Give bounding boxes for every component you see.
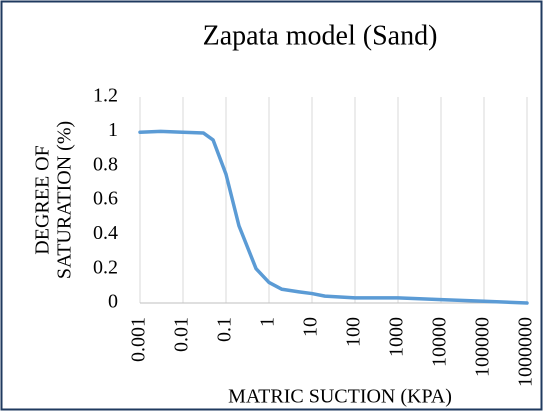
data-line	[138, 129, 529, 305]
y-tick-label: 0.4	[93, 222, 118, 244]
chart-title: Zapata model (Sand)	[203, 20, 438, 51]
x-tick-label: 1	[257, 317, 279, 327]
x-axis-label: MATRIC SUCTION (KPA)	[228, 386, 452, 408]
y-axis-label: SATURATION (%)	[54, 121, 76, 279]
y-tick-label: 0.6	[93, 188, 118, 210]
y-tick-label: 1	[108, 119, 118, 141]
x-tick-label: 100	[343, 317, 365, 347]
chart-frame	[0, 0, 543, 411]
x-tick-label: 1000000	[515, 317, 537, 387]
y-axis-label: DEGREE OF	[32, 145, 54, 254]
x-tick-label: 0.001	[128, 317, 150, 362]
y-tick-label: 0	[108, 291, 118, 313]
x-tick-label: 10	[300, 317, 322, 337]
y-tick-label: 0.8	[93, 153, 118, 175]
x-tick-label: 0.1	[214, 317, 236, 342]
x-tick-label: 1000	[386, 317, 408, 357]
y-tick-label: 1.2	[93, 85, 118, 107]
x-tick-label: 10000	[429, 317, 451, 367]
x-tick-label: 100000	[472, 317, 494, 377]
x-tick-label: 0.01	[171, 317, 193, 352]
y-tick-label: 0.2	[93, 256, 118, 278]
